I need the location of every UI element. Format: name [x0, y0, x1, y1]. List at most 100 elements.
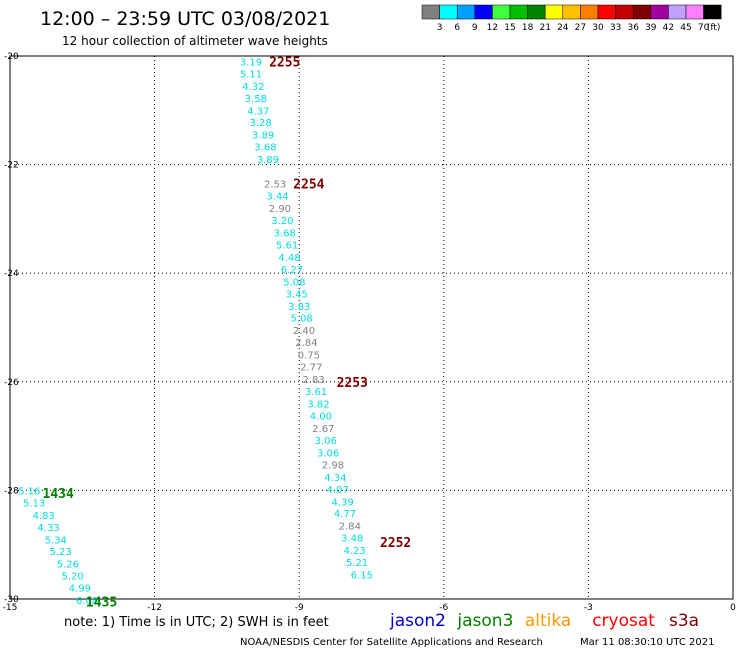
- wave-height-value: 5.34: [45, 535, 67, 546]
- wave-height-value: 2.83: [303, 375, 325, 386]
- colorbar-label: 3: [437, 23, 443, 33]
- wave-height-value: 4.39: [331, 497, 353, 508]
- wave-height-value: 3.19: [240, 57, 262, 68]
- colorbar-label: 36: [627, 23, 639, 33]
- legend-jason2: jason2: [389, 611, 446, 631]
- wave-height-value: 4.99: [69, 584, 91, 595]
- wave-height-values: 5.165.13 4.834.335.345.23 5.265.204.996.08…: [18, 57, 373, 607]
- time-label: 2254: [293, 178, 324, 193]
- colorbar-label: 27: [575, 23, 586, 33]
- wave-height-value: 2.84: [339, 522, 361, 533]
- time-label: 2253: [337, 376, 368, 391]
- y-tick-label: -28: [4, 486, 19, 496]
- wave-height-value: 3.06: [317, 448, 339, 459]
- colorbar-label: 18: [522, 23, 534, 33]
- colorbar-swatch: [456, 4, 476, 20]
- colorbar-swatch: [650, 4, 669, 20]
- wave-height-value: 5.13: [23, 498, 45, 509]
- y-axis-ticks: -20 -22 -24 -26 -28 -30: [4, 52, 19, 605]
- legend-s3a: s3a: [669, 611, 699, 631]
- wave-height-value: 4.23: [343, 546, 365, 557]
- wave-height-value: 4.37: [247, 106, 269, 117]
- legend-jason3: jason3: [456, 611, 513, 631]
- wave-height-value: 2.53: [264, 180, 286, 191]
- colorbar-label: 42: [663, 23, 674, 33]
- wave-height-value: 4.77: [334, 509, 356, 520]
- satellite-legend: jason2 jason3 altika cryosat s3a: [389, 611, 699, 631]
- wave-height-value: 3.48: [341, 534, 363, 545]
- wave-height-value: 6.08: [76, 596, 98, 607]
- colorbar-swatch: [509, 4, 528, 20]
- wave-height-value: 5.26: [57, 560, 79, 571]
- x-tick-label: -9: [295, 603, 304, 613]
- y-tick-label: -22: [4, 161, 19, 171]
- wave-height-value: 3.61: [305, 387, 327, 398]
- wave-height-value: 3.68: [254, 143, 276, 154]
- wave-height-value: 3.89: [257, 155, 279, 166]
- colorbar-swatch: [527, 4, 546, 20]
- colorbar-label: 70: [698, 23, 710, 33]
- wave-height-value: 5.21: [346, 558, 368, 569]
- x-tick-label: 0: [730, 603, 736, 613]
- wave-height-value: 3.58: [245, 94, 267, 105]
- wave-height-value: 2.67: [312, 424, 334, 435]
- wave-height-value: 3.83: [288, 302, 310, 313]
- colorbar-swatch: [597, 4, 616, 20]
- wave-height-value: 5.23: [49, 547, 71, 558]
- x-tick-label: -12: [147, 603, 162, 613]
- wave-height-value: 6.27: [281, 265, 303, 276]
- chart-title: 12:00 – 23:59 UTC 03/08/2021: [40, 8, 330, 30]
- wave-height-value: 4.83: [33, 511, 55, 522]
- colorbar-swatch: [580, 4, 599, 20]
- x-tick-label: -6: [439, 603, 448, 613]
- wave-height-value: 2.77: [300, 363, 322, 374]
- colorbar-swatch: [544, 4, 564, 20]
- time-label: 2255: [269, 55, 300, 70]
- colorbar-swatch: [632, 4, 652, 20]
- wave-height-value: 5.16: [18, 486, 40, 497]
- plot-area: -15 -12 -9 -6 -3 0 -20-22-24-26-28-30 5.165.1…: [3, 52, 736, 613]
- wave-height-value: 4.33: [37, 523, 59, 534]
- wave-height-value: 2.90: [269, 204, 291, 215]
- legend-altika: altika: [525, 611, 572, 631]
- wave-height-value: 5.08: [283, 277, 305, 288]
- wave-height-value: 5.61: [276, 240, 298, 251]
- x-tick-label: -15: [3, 603, 18, 613]
- colorbar-label: 21: [539, 23, 550, 33]
- wave-height-value: 3.28: [250, 118, 272, 129]
- colorbar-swatch: [439, 4, 458, 20]
- wave-height-value: 3.44: [266, 192, 288, 203]
- wave-height-value: 4.48: [278, 253, 300, 264]
- wave-height-value: 3.20: [271, 216, 293, 227]
- wave-height-value: 2.98: [322, 460, 344, 471]
- note-text: note: 1) Time is in UTC; 2) SWH is in fe…: [64, 615, 329, 630]
- time-label: 1435: [86, 596, 117, 611]
- wave-height-value: 4.34: [324, 473, 346, 484]
- y-tick-label: -26: [4, 378, 19, 388]
- wave-height-value: 3.68: [274, 228, 296, 239]
- colorbar-label: 30: [592, 23, 604, 33]
- legend-cryosat: cryosat: [592, 611, 655, 631]
- wave-height-value: 4.00: [310, 411, 332, 422]
- wave-height-value: 4.32: [242, 82, 264, 93]
- time-labels: 2255 2254 2253 2252 1434 1435: [43, 55, 412, 610]
- wave-height-value: 2.84: [295, 338, 317, 349]
- credit-text: NOAA/NESDIS Center for Satellite Applica…: [240, 637, 543, 648]
- wave-height-value: 2.40: [293, 326, 315, 337]
- wave-height-value: 5.08: [290, 314, 312, 325]
- wave-height-value: 4.07: [327, 485, 349, 496]
- colorbar-swatch: [615, 4, 634, 20]
- colorbar-label: 6: [454, 23, 460, 33]
- colorbar-label: 15: [504, 23, 515, 33]
- colorbar-unit: (ft): [707, 23, 721, 33]
- colorbar-label: 24: [557, 23, 569, 33]
- colorbar-label: 12: [487, 23, 498, 33]
- time-label: 2252: [380, 536, 411, 551]
- grid-lines: [10, 56, 733, 599]
- colorbar-swatch: [421, 4, 440, 20]
- colorbar: 3 6 9 12 15 18 21 24 27 30 33 36 39 42 45 70(ft): [421, 4, 722, 33]
- wave-height-value: 3.45: [286, 289, 308, 300]
- timestamp-text: Mar 11 08:30:10 UTC 2021: [580, 637, 715, 648]
- chart-subtitle: 12 hour collection of altimeter wave hei…: [62, 34, 328, 48]
